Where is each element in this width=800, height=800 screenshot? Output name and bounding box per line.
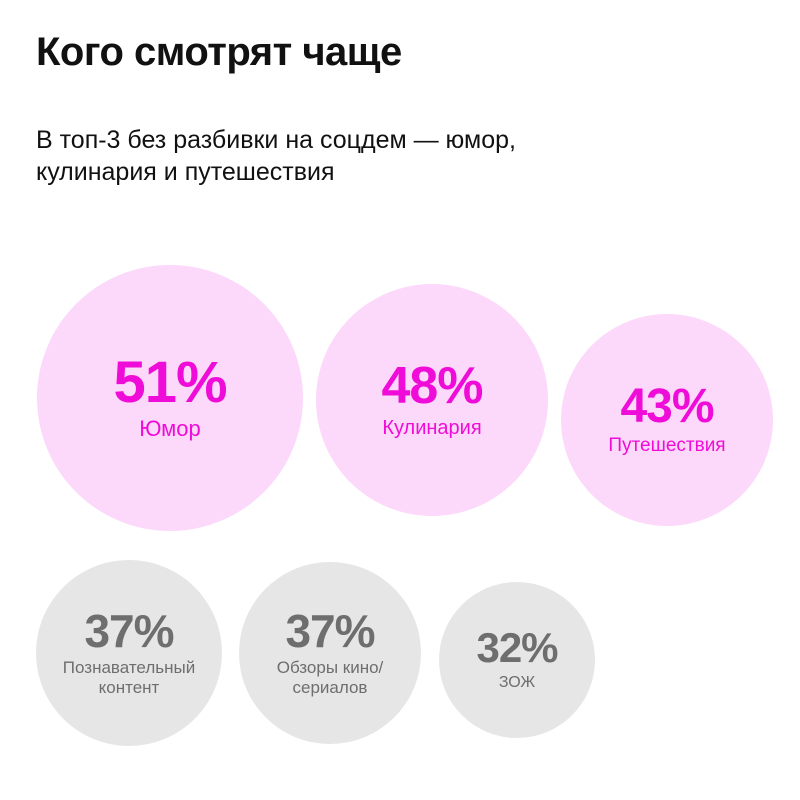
bubble-category-line: ЗОЖ xyxy=(498,674,536,692)
bubble-category-label: Кулинария xyxy=(382,416,481,440)
bubble-1: 48% Кулинария xyxy=(316,284,548,516)
bubble-category-line: Познавательный xyxy=(62,657,196,677)
page-title: Кого смотрят чаще xyxy=(36,30,402,74)
bubble-category-label: Познавательный контент xyxy=(63,658,195,699)
bubble-value-label: 43% xyxy=(620,379,714,433)
bubble-4: 37% Обзоры кино/сериалов xyxy=(239,562,421,744)
bubble-2: 43% Путешествия xyxy=(561,314,773,526)
bubble-value-label: 51% xyxy=(113,349,227,415)
bubble-category-label: Путешествия xyxy=(608,435,725,458)
bubble-category-label: Юмор xyxy=(139,416,201,442)
bubble-value-label: 48% xyxy=(381,357,483,415)
bubble-category-line: Кулинария xyxy=(382,417,482,439)
bubble-5: 32% ЗОЖ xyxy=(439,582,595,738)
bubble-category-label: ЗОЖ xyxy=(499,673,535,692)
bubble-category-line: контент xyxy=(98,678,160,697)
bubble-category-line: Юмор xyxy=(139,415,201,441)
bubble-value-label: 37% xyxy=(285,604,375,657)
bubble-0: 51% Юмор xyxy=(37,265,303,531)
bubble-value-label: 32% xyxy=(476,624,558,672)
bubble-category-line: сериалов xyxy=(292,678,368,697)
bubble-value-label: 37% xyxy=(84,604,174,657)
bubble-category-label: Обзоры кино/сериалов xyxy=(277,658,384,699)
bubble-category-line: Обзоры кино/ xyxy=(276,657,384,677)
page-subtitle: В топ-3 без разбивки на соцдем — юмор, к… xyxy=(36,126,516,186)
bubble-3: 37% Познавательный контент xyxy=(36,560,222,746)
bubble-category-line: Путешествия xyxy=(608,434,726,456)
